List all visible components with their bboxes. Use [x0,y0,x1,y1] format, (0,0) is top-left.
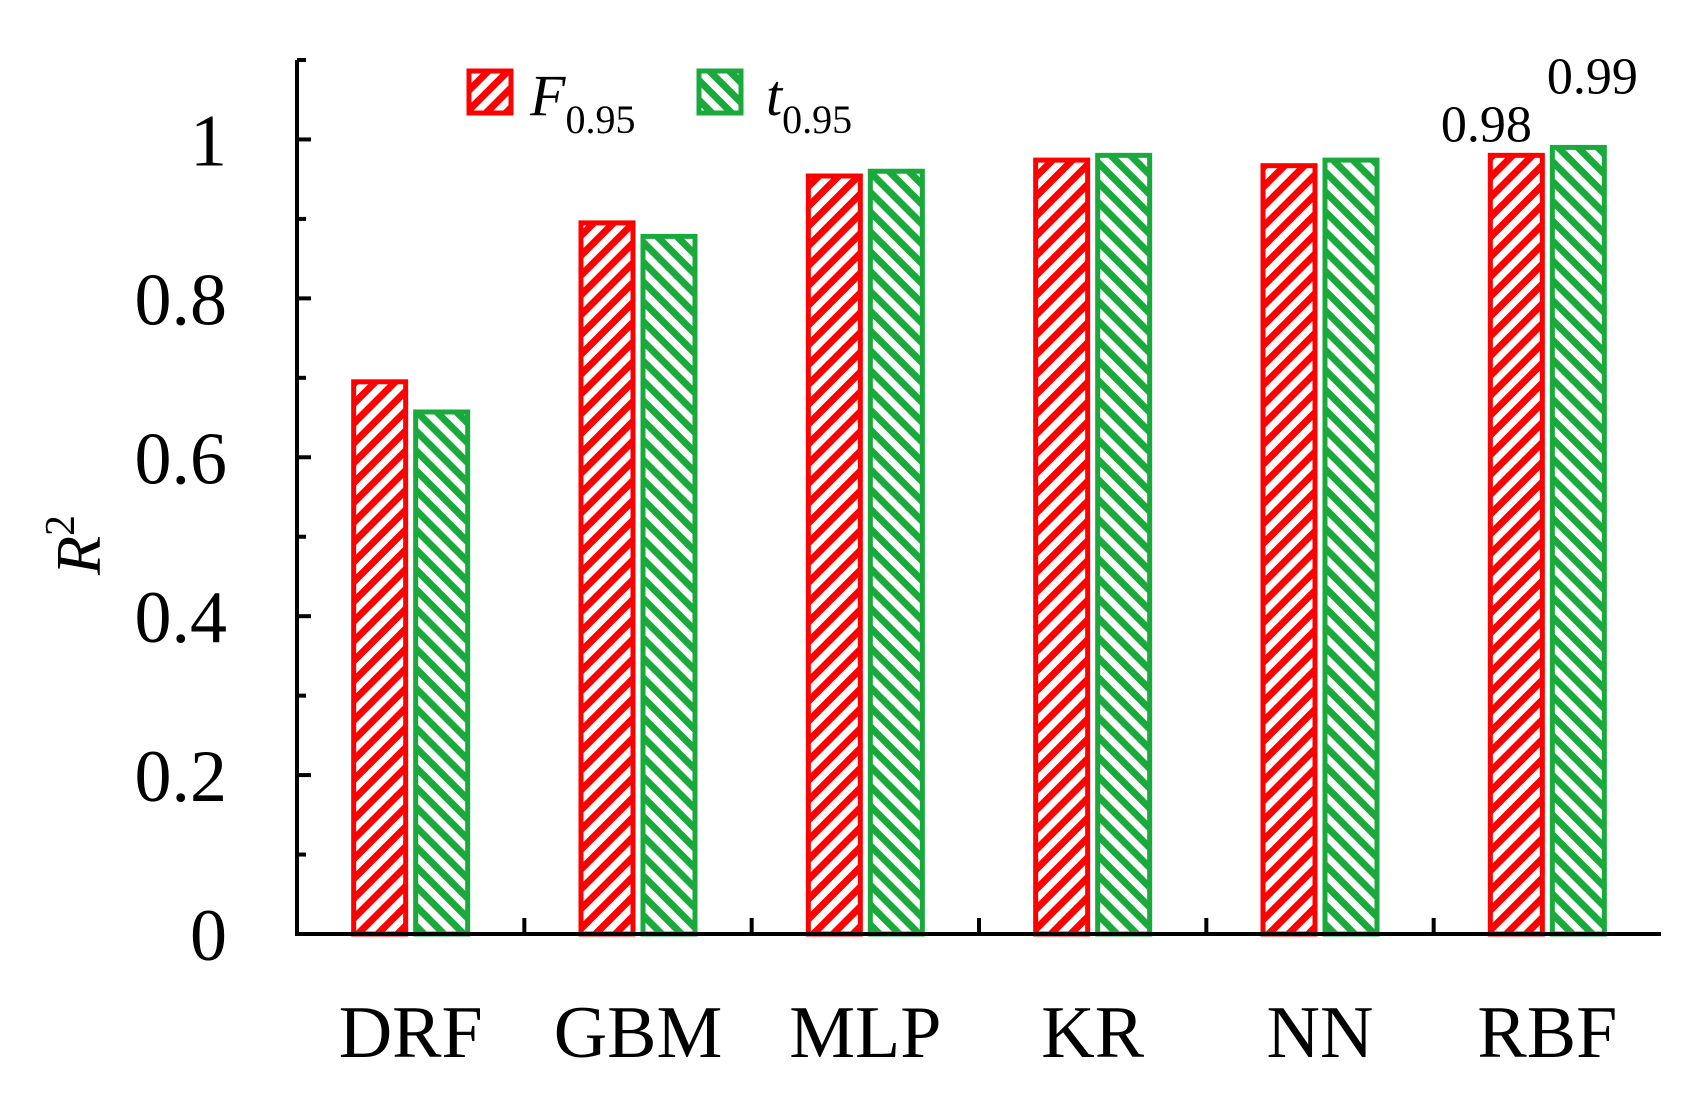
bar-rbf-t [1549,144,1607,937]
category-label-drf: DRF [339,992,483,1074]
y-tick-label: 0.6 [135,418,228,500]
y-tick-label: 0.4 [135,577,228,659]
bar-drf-t [413,409,471,937]
legend-label-t: t [766,63,784,128]
svg-text:R2: R2 [38,515,114,576]
axes [295,58,1661,936]
category-label-gbm: GBM [554,992,723,1074]
data-label-rbf-f: 0.98 [1441,96,1532,153]
y-axis-label-superscript: 2 [38,515,84,536]
bar-gbm-t [640,233,698,937]
y-tick-label: 1 [190,100,227,182]
legend-subscript-t: 0.95 [782,97,852,142]
bar-mlp-f [805,173,863,937]
bar-kr-t [1095,152,1153,937]
bars [351,144,1607,937]
legend-subscript-f: 0.95 [565,97,635,142]
bar-nn-t [1322,157,1380,937]
y-axis-label: R [43,536,114,576]
svg-text:t0.95: t0.95 [766,63,852,142]
bar-mlp-t [867,168,925,937]
y-tick-label: 0.2 [135,736,228,818]
legend-item-f: F0.95 [466,63,635,142]
category-label-mlp: MLP [789,992,941,1074]
bar-kr-f [1033,157,1091,937]
legend-swatch-f [466,68,514,116]
legend-item-t: t0.95 [696,63,852,142]
data-label-rbf-t: 0.99 [1547,48,1638,105]
labels: 0 0.2 0.4 0.6 0.8 1 DRF GBM MLP KR NN RBF 0.98 0.99 [135,48,1638,1074]
svg-text:F0.95: F0.95 [529,63,635,142]
y-tick-label: 0 [190,895,227,977]
legend: F0.95 t0.95 [466,63,852,142]
y-tick-label: 0.8 [135,259,228,341]
y-axis-title: R2 [38,515,114,576]
legend-label-f: F [529,63,566,128]
bar-drf-f [351,379,409,937]
category-label-rbf: RBF [1477,992,1617,1074]
bar-nn-f [1260,163,1318,937]
bar-rbf-f [1487,152,1545,937]
legend-swatch-t [696,68,744,116]
category-label-nn: NN [1267,992,1374,1074]
category-label-kr: KR [1041,992,1144,1074]
bar-gbm-f [578,220,636,937]
